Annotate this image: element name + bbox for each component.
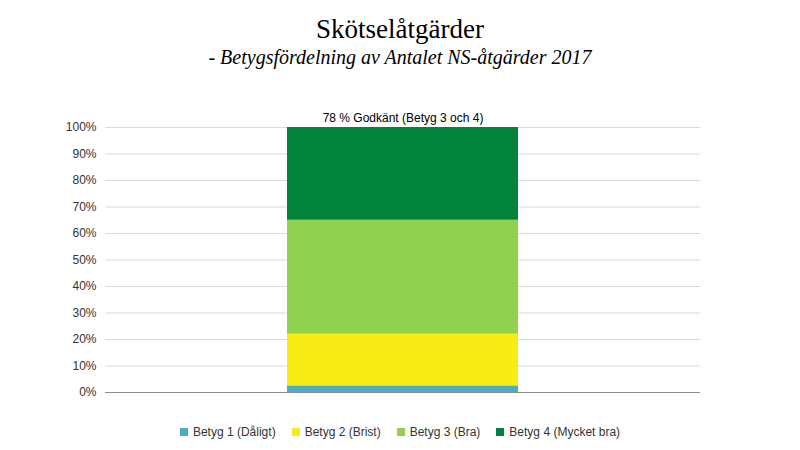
html-text:Betyg 3 (Bra): Betyg 3 (Bra) (409, 425, 481, 439)
svg-text:100%: 100% (66, 120, 97, 134)
svg-text:50%: 50% (72, 253, 96, 267)
svg-text:70%: 70% (72, 200, 96, 214)
html-text:Skötselåtgärder: Skötselåtgärder (316, 14, 484, 44)
svg-text:90%: 90% (72, 147, 96, 161)
svg-text:78 % Godkänt (Betyg 3 och 4): 78 % Godkänt (Betyg 3 och 4) (323, 111, 484, 125)
html-text:- Betygsfördelning av Antalet: - Betygsfördelning av Antalet NS-åtgärde… (208, 46, 592, 68)
svg-text:80%: 80% (72, 173, 96, 187)
svg-text:30%: 30% (72, 306, 96, 320)
svg-text:40%: 40% (72, 279, 96, 293)
html-text:Betyg 2 (Brist): Betyg 2 (Brist) (304, 425, 381, 439)
svg-text:10%: 10% (72, 359, 96, 373)
html-text:Betyg 4 (Mycket bra): Betyg 4 (Mycket bra) (509, 425, 621, 439)
svg-text:0%: 0% (79, 385, 97, 399)
svg-text:20%: 20% (72, 332, 96, 346)
svg-text:60%: 60% (72, 226, 96, 240)
html-text:Betyg 1 (Dåligt): Betyg 1 (Dåligt) (192, 425, 276, 439)
